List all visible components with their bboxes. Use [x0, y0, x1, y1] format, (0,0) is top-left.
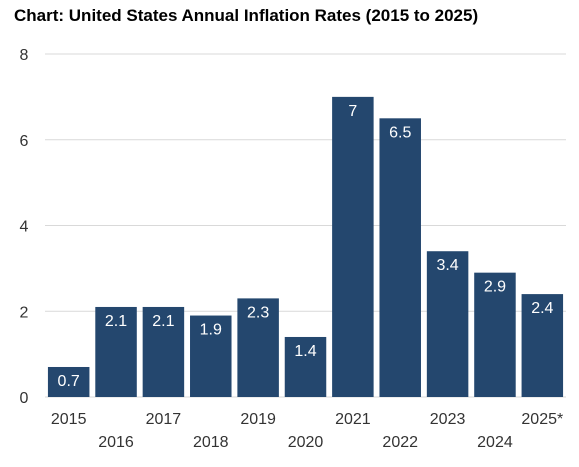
x-tick-label: 2018: [193, 434, 229, 451]
x-tick-label: 2024: [477, 434, 513, 451]
bar: [237, 298, 279, 397]
bar: [379, 118, 421, 397]
chart-title: Chart: United States Annual Inflation Ra…: [14, 6, 479, 25]
bar: [332, 96, 374, 397]
bar: [474, 272, 516, 397]
x-tick-label: 2020: [288, 434, 324, 451]
x-tick-label: 2021: [335, 411, 371, 428]
y-axis-ticks: 0 2 4 6 8: [20, 47, 29, 407]
x-tick-label: 2023: [430, 411, 466, 428]
data-labels: 0.7 2.1 2.1 1.9 2.3 1.4 7 6.5 3.4 2.9 2.4: [58, 103, 554, 390]
y-tick-label: 4: [20, 219, 29, 236]
data-label: 2.1: [152, 313, 174, 330]
y-tick-label: 2: [20, 304, 29, 321]
y-tick-label: 6: [20, 133, 29, 150]
y-tick-label: 0: [20, 390, 29, 407]
x-tick-label: 2022: [382, 434, 418, 451]
bar: [95, 306, 137, 397]
x-tick-label: 2016: [98, 434, 134, 451]
bar: [284, 336, 327, 397]
bar: [426, 251, 469, 397]
x-tick-label: 2025*: [521, 411, 563, 428]
data-label: 1.4: [294, 343, 316, 360]
data-label: 0.7: [58, 373, 80, 390]
bar: [142, 306, 185, 397]
data-label: 1.9: [200, 322, 222, 339]
x-tick-label: 2017: [146, 411, 182, 428]
data-label: 7: [348, 103, 357, 120]
x-tick-label: 2019: [240, 411, 276, 428]
x-tick-label: 2015: [51, 411, 87, 428]
data-label: 6.5: [389, 124, 411, 141]
bar: [47, 366, 90, 397]
y-tick-label: 8: [20, 47, 29, 64]
x-axis-ticks: 2015 2016 2017 2018 2019 2020 2021 2022 2023 2024…: [51, 411, 563, 451]
data-label: 2.1: [105, 313, 127, 330]
data-label: 2.4: [531, 300, 553, 317]
data-label: 2.9: [484, 279, 506, 296]
bar: [190, 315, 232, 397]
data-label: 2.3: [247, 304, 269, 321]
bars: [47, 96, 564, 397]
data-label: 3.4: [436, 257, 458, 274]
bar: [521, 294, 564, 397]
